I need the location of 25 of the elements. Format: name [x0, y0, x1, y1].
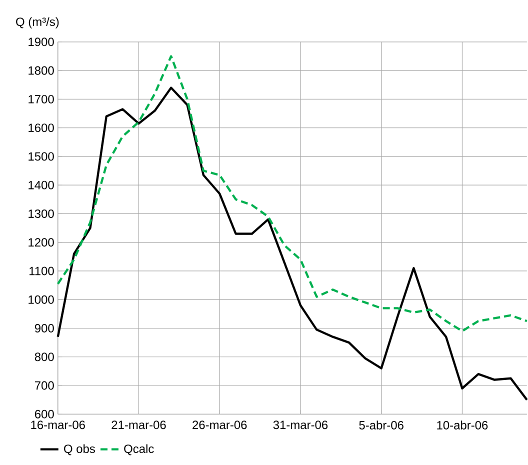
- legend-label: Q obs: [64, 444, 95, 456]
- x-tick-label: 26-mar-06: [192, 420, 247, 430]
- x-tick-label: 31-mar-06: [273, 420, 328, 430]
- y-tick-label: 1800: [28, 66, 54, 75]
- y-tick-label: 1700: [28, 94, 54, 104]
- line-series: [56, 86, 528, 401]
- legend-label: Qcalc: [124, 444, 154, 456]
- y-tick-label: 1100: [30, 266, 54, 276]
- y-tick-label: 1300: [28, 209, 54, 218]
- y-tick-label: 700: [34, 381, 54, 390]
- y-tick-label: 1900: [28, 38, 54, 46]
- line-series: [56, 55, 528, 332]
- y-tick-label: 600: [34, 410, 54, 418]
- y-tick-label: 800: [34, 352, 54, 362]
- y-tick-label: 1200: [28, 238, 54, 247]
- x-tick-label: 10-abr-06: [437, 420, 488, 430]
- y-tick-label: 1000: [28, 295, 54, 304]
- y-tick-label: 1600: [28, 124, 54, 132]
- y-tick-label: 1400: [28, 180, 54, 190]
- y-tick-label: 900: [34, 324, 54, 332]
- y-tick-label: 1500: [28, 152, 54, 161]
- y-axis-title: Q (m³/s): [16, 17, 59, 28]
- x-tick-label: 21-mar-06: [112, 420, 166, 430]
- x-tick-label: 5-abr-06: [359, 420, 404, 430]
- x-tick-label: 16-mar-06: [31, 420, 85, 430]
